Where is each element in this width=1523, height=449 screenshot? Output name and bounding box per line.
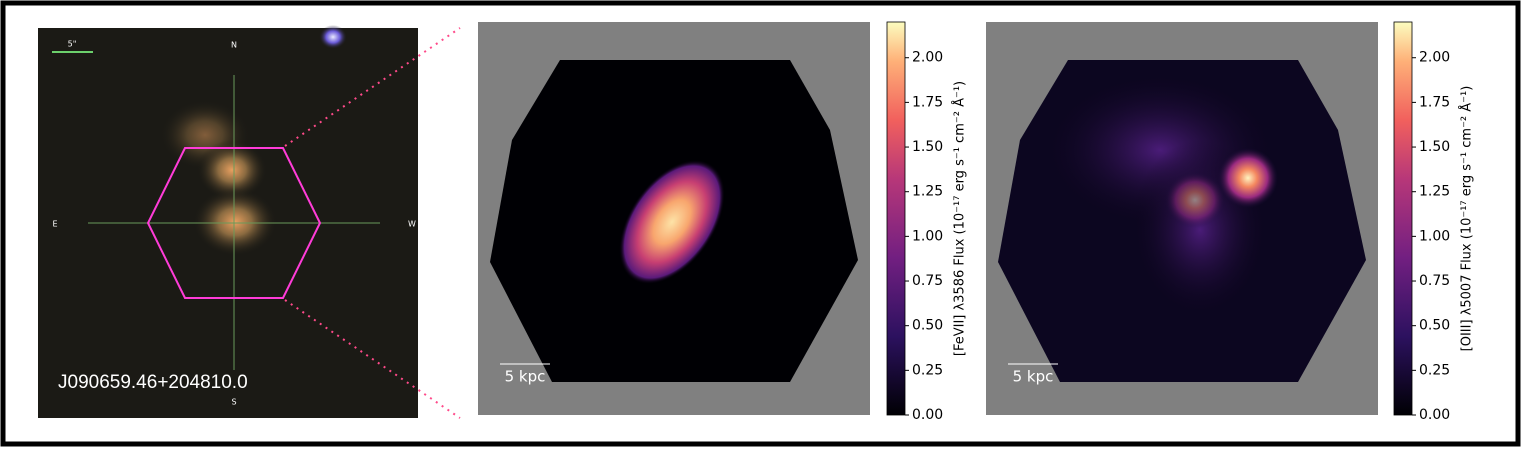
colorbar-tick-label: 1.25: [1419, 184, 1450, 200]
colorbar-tick-label: 0.25: [1419, 362, 1450, 378]
compass-label: E: [52, 220, 57, 229]
flux-map: [478, 22, 870, 415]
colorbar-tick-label: 0.75: [912, 273, 943, 289]
colorbar-tick-label: 0.50: [912, 318, 943, 334]
scale-label: 5 kpc: [1013, 368, 1054, 386]
colorbar-tick-label: 1.00: [912, 228, 943, 244]
colorbar-tick-label: 0.25: [912, 362, 943, 378]
colorbar-tick-label: 1.50: [912, 139, 943, 155]
colorbar-tick-label: 0.50: [1419, 318, 1450, 334]
colorbar-tick-label: 1.50: [1419, 139, 1450, 155]
colorbar-tick-label: 0.00: [1419, 407, 1450, 423]
colorbar-tick-label: 1.25: [912, 184, 943, 200]
scale-label: 5": [68, 40, 77, 49]
sky-image: [38, 25, 418, 418]
colorbar-label: [FeVII] λ3586 Flux (10⁻¹⁷ erg s⁻¹ cm⁻² Å…: [952, 81, 968, 356]
colorbar-label: [OIII] λ5007 Flux (10⁻¹⁷ erg s⁻¹ cm⁻² Å⁻…: [1459, 86, 1475, 352]
colorbar: [1393, 21, 1413, 416]
flux-map: [986, 22, 1378, 415]
compass-label: W: [408, 220, 416, 229]
colorbar-tick-label: 2.00: [912, 50, 943, 66]
colorbar: [886, 21, 906, 416]
compass-label: N: [231, 41, 237, 50]
colorbar-tick-label: 2.00: [1419, 50, 1450, 66]
colorbar-tick-label: 1.00: [1419, 228, 1450, 244]
colorbar-tick-label: 0.75: [1419, 273, 1450, 289]
zoom-line: [284, 27, 461, 147]
object-name: J090659.46+204810.0: [58, 372, 248, 393]
colorbar-tick-label: 1.75: [1419, 94, 1450, 110]
zoom-line: [284, 299, 461, 419]
colorbar-tick-label: 0.00: [912, 407, 943, 423]
compass-label: S: [231, 398, 236, 407]
colorbar-tick-label: 1.75: [912, 94, 943, 110]
scale-label: 5 kpc: [505, 368, 546, 386]
